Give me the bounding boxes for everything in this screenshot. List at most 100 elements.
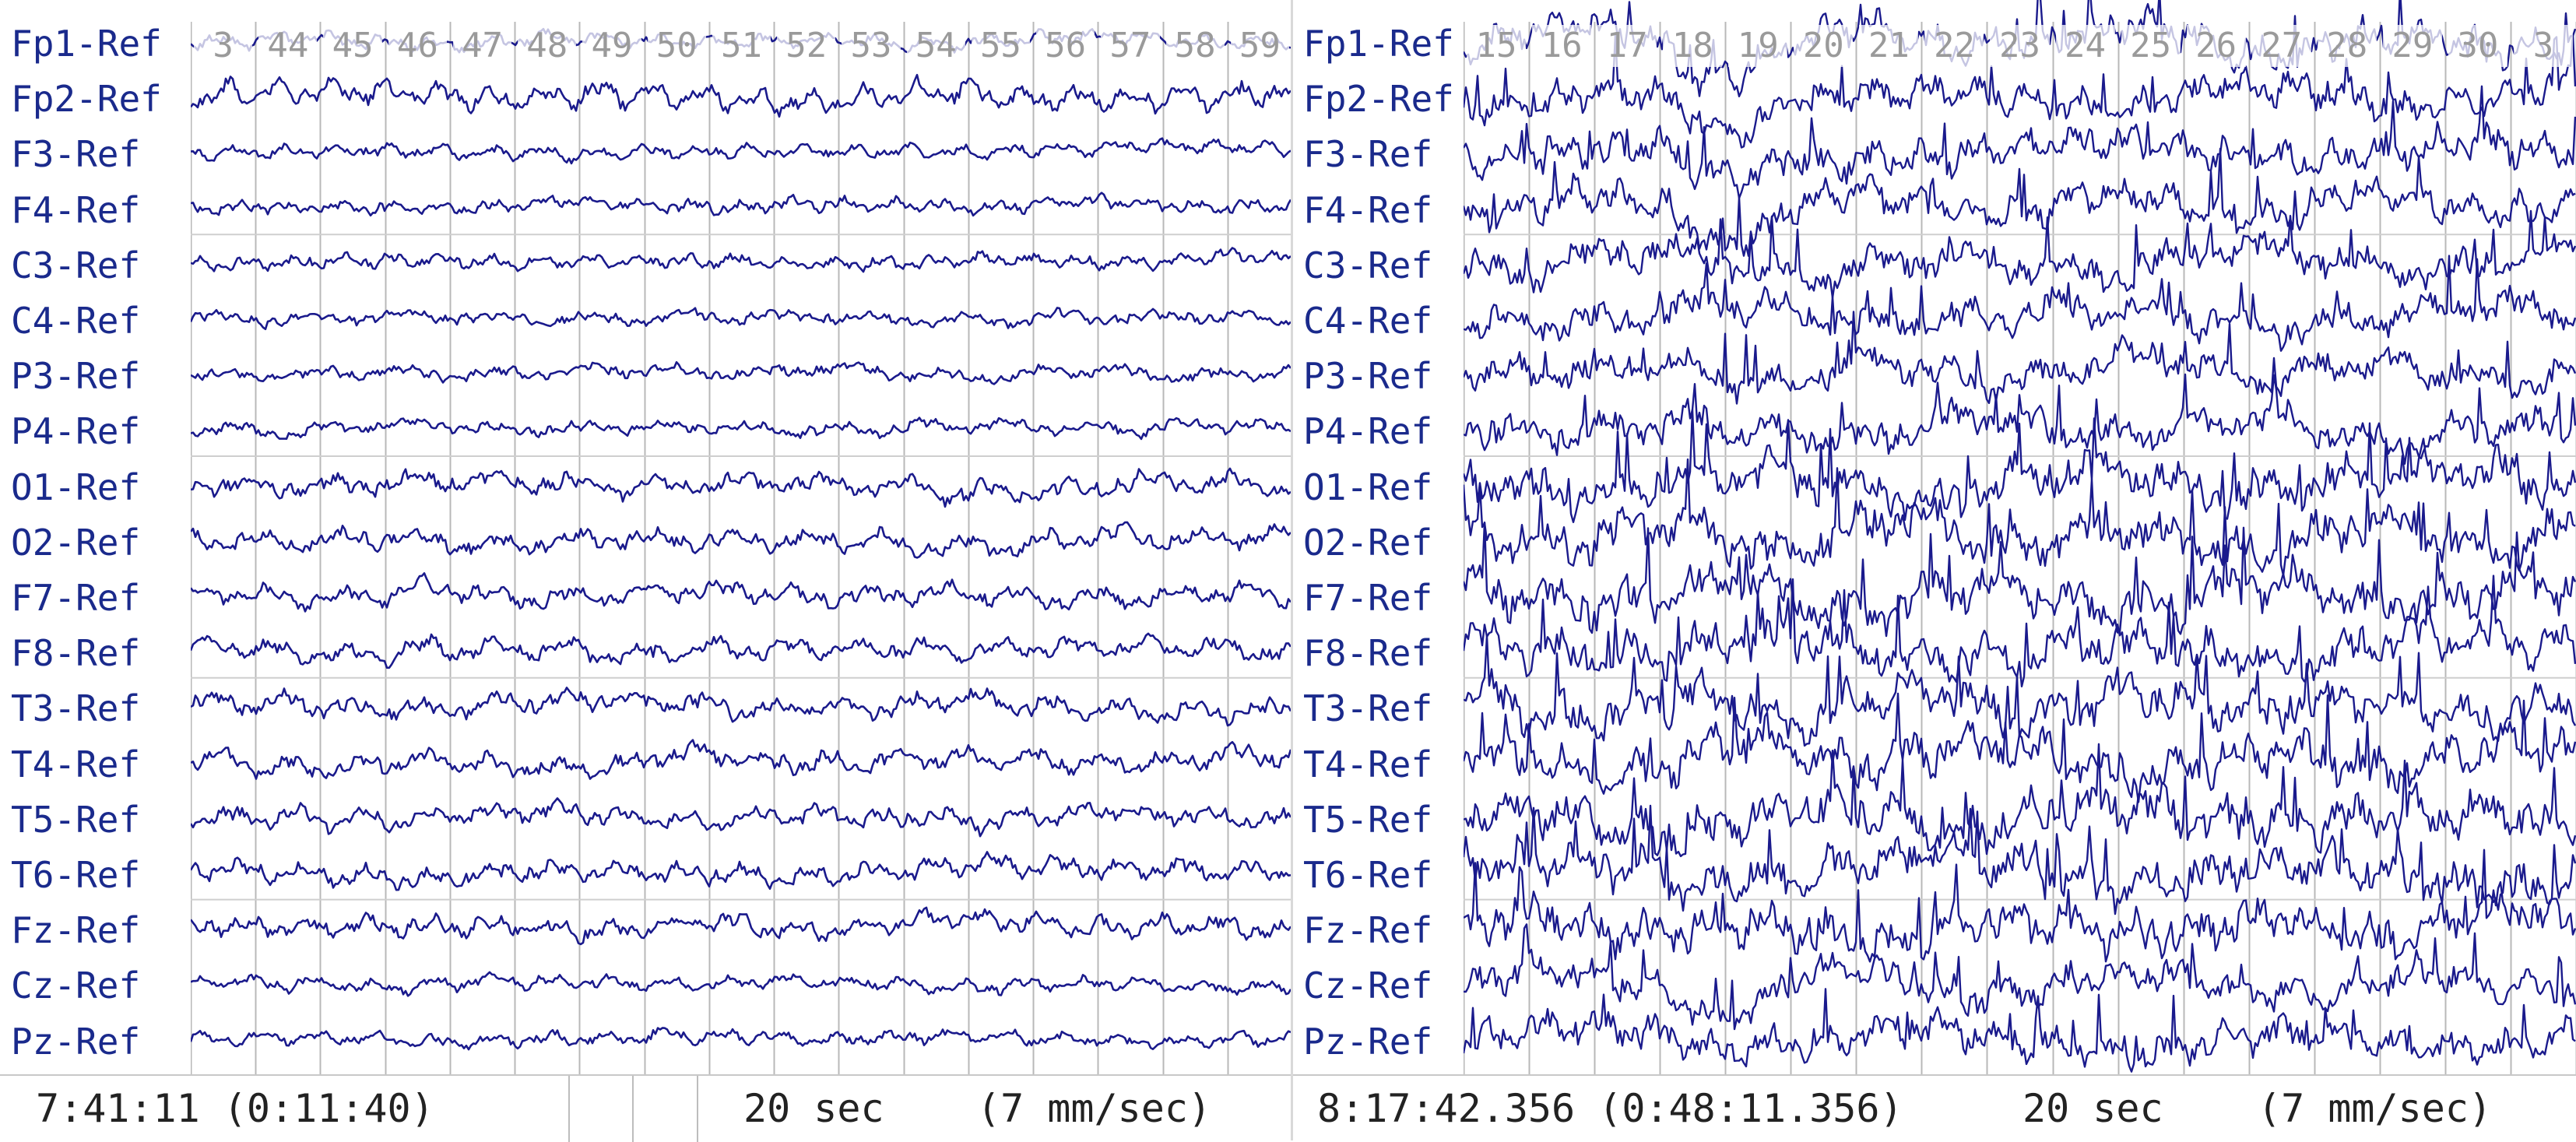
eeg-panel-left: Fp1-Ref Fp2-Ref F3-Ref F4-Ref C3-Ref C4-Ref P3… <box>0 0 1292 1074</box>
eeg-trace-fp2-ref <box>191 73 1292 118</box>
channel-label[interactable]: Cz-Ref <box>1303 962 1436 1010</box>
second-marker: 16 <box>1532 25 1592 67</box>
eeg-trace-f7-ref <box>191 572 1292 613</box>
eeg-trace-c4-ref <box>1464 255 2576 352</box>
second-marker: 51 <box>712 25 771 67</box>
eeg-trace-c3-ref <box>191 247 1292 273</box>
eeg-trace-c4-ref <box>191 307 1292 331</box>
second-marker: 29 <box>2382 25 2442 67</box>
eeg-trace-t4-ref <box>1464 692 2576 803</box>
footer-speed-right: (7 mm/sec) <box>2258 1086 2493 1131</box>
second-marker: 55 <box>971 25 1031 67</box>
channel-label[interactable]: F7-Ref <box>11 575 144 621</box>
eeg-trace-f8-ref <box>1464 575 2576 687</box>
eeg-trace-p4-ref <box>1464 373 2576 465</box>
channel-label[interactable]: T5-Ref <box>11 796 144 843</box>
channel-label[interactable]: O2-Ref <box>1303 518 1436 566</box>
eeg-trace-f4-ref <box>191 192 1292 217</box>
channel-label[interactable]: C4-Ref <box>11 297 144 344</box>
second-marker: 27 <box>2251 25 2311 67</box>
second-marker: 54 <box>906 25 965 67</box>
channel-label[interactable]: F3-Ref <box>1303 131 1436 178</box>
eeg-trace-f3-ref <box>1464 85 2576 199</box>
channel-label[interactable]: T6-Ref <box>1303 852 1436 898</box>
second-marker: 19 <box>1728 25 1788 67</box>
footer-duration-right: 20 sec <box>2022 1086 2163 1131</box>
channel-label[interactable]: F7-Ref <box>1303 575 1436 621</box>
channel-label[interactable]: O1-Ref <box>1303 463 1436 511</box>
second-marker: 47 <box>452 25 512 67</box>
channel-label[interactable]: P4-Ref <box>11 408 144 455</box>
second-marker: 3 <box>2513 25 2573 67</box>
eeg-trace-pz-ref <box>1464 988 2576 1073</box>
channel-label[interactable]: T3-Ref <box>1303 685 1436 733</box>
channel-label[interactable]: C3-Ref <box>11 241 144 289</box>
channel-label[interactable]: F4-Ref <box>1303 186 1436 234</box>
second-marker: 26 <box>2186 25 2246 67</box>
eeg-trace-f7-ref <box>1464 521 2576 638</box>
footer-duration-left: 20 sec <box>743 1086 884 1131</box>
channel-label[interactable]: Pz-Ref <box>1303 1017 1436 1065</box>
channel-label[interactable]: F8-Ref <box>11 630 144 677</box>
eeg-trace-f3-ref <box>191 137 1292 165</box>
second-marker: 44 <box>258 25 318 67</box>
footer-speed-left: (7 mm/sec) <box>977 1086 1212 1131</box>
channel-label[interactable]: Fz-Ref <box>1303 907 1436 954</box>
second-marker: 50 <box>647 25 706 67</box>
eeg-traces-right[interactable] <box>1464 0 2576 1074</box>
channel-label[interactable]: T4-Ref <box>1303 740 1436 788</box>
channel-label[interactable]: F3-Ref <box>11 131 144 178</box>
channel-label[interactable]: Cz-Ref <box>11 962 144 1010</box>
second-marker: 24 <box>2055 25 2115 67</box>
channel-label[interactable]: T4-Ref <box>11 740 144 788</box>
panel-divider <box>1291 0 1293 1140</box>
channel-label[interactable]: T6-Ref <box>11 852 144 898</box>
second-marker: 49 <box>582 25 641 67</box>
eeg-trace-cz-ref <box>1464 923 2576 1031</box>
channel-label[interactable]: Fp1-Ref <box>1303 20 1457 67</box>
eeg-trace-fz-ref <box>191 906 1292 946</box>
channel-label[interactable]: T3-Ref <box>11 685 144 733</box>
second-marker: 3 <box>194 25 253 67</box>
eeg-panel-right: Fp1-Ref Fp2-Ref F3-Ref F4-Ref C3-Ref C4-Ref P3… <box>1292 0 2576 1074</box>
channel-label[interactable]: F8-Ref <box>1303 630 1436 677</box>
channel-label[interactable]: Fz-Ref <box>11 907 144 954</box>
eeg-trace-o1-ref <box>191 467 1292 508</box>
channel-label[interactable]: P3-Ref <box>11 353 144 400</box>
second-marker: 25 <box>2121 25 2181 67</box>
second-marker: 18 <box>1663 25 1723 67</box>
eeg-trace-t3-ref <box>1464 634 2576 747</box>
channel-label[interactable]: Fp2-Ref <box>11 76 165 123</box>
channel-label[interactable]: C3-Ref <box>1303 241 1436 289</box>
footer-tick <box>632 1076 634 1142</box>
second-marker: 15 <box>1467 25 1527 67</box>
second-marker: 22 <box>1924 25 1984 67</box>
eeg-trace-cz-ref <box>191 971 1292 997</box>
footer-tick <box>568 1076 570 1142</box>
channel-label[interactable]: O1-Ref <box>11 463 144 511</box>
channel-label[interactable]: Fp2-Ref <box>1303 76 1457 123</box>
second-marker: 17 <box>1597 25 1657 67</box>
channel-label[interactable]: Pz-Ref <box>11 1017 144 1065</box>
channel-label[interactable]: F4-Ref <box>11 186 144 234</box>
channel-label[interactable]: Fp1-Ref <box>11 20 165 67</box>
second-marker: 53 <box>842 25 901 67</box>
channel-label[interactable]: P3-Ref <box>1303 353 1436 400</box>
eeg-trace-c3-ref <box>1464 209 2576 299</box>
eeg-trace-t3-ref <box>191 687 1292 727</box>
eeg-trace-fz-ref <box>1464 849 2576 963</box>
eeg-trace-t6-ref <box>1464 804 2576 915</box>
eeg-trace-p3-ref <box>1464 311 2576 405</box>
channel-label[interactable]: P4-Ref <box>1303 408 1436 455</box>
channel-label[interactable]: T5-Ref <box>1303 796 1436 843</box>
eeg-trace-f8-ref <box>191 632 1292 669</box>
eeg-trace-o1-ref <box>1464 409 2576 523</box>
second-marker: 23 <box>1990 25 2050 67</box>
eeg-trace-o2-ref <box>191 521 1292 559</box>
eeg-trace-p3-ref <box>191 360 1292 385</box>
second-marker: 30 <box>2448 25 2507 67</box>
second-marker: 56 <box>1036 25 1095 67</box>
eeg-traces-left[interactable] <box>191 0 1292 1074</box>
channel-label[interactable]: O2-Ref <box>11 518 144 566</box>
channel-label[interactable]: C4-Ref <box>1303 297 1436 344</box>
